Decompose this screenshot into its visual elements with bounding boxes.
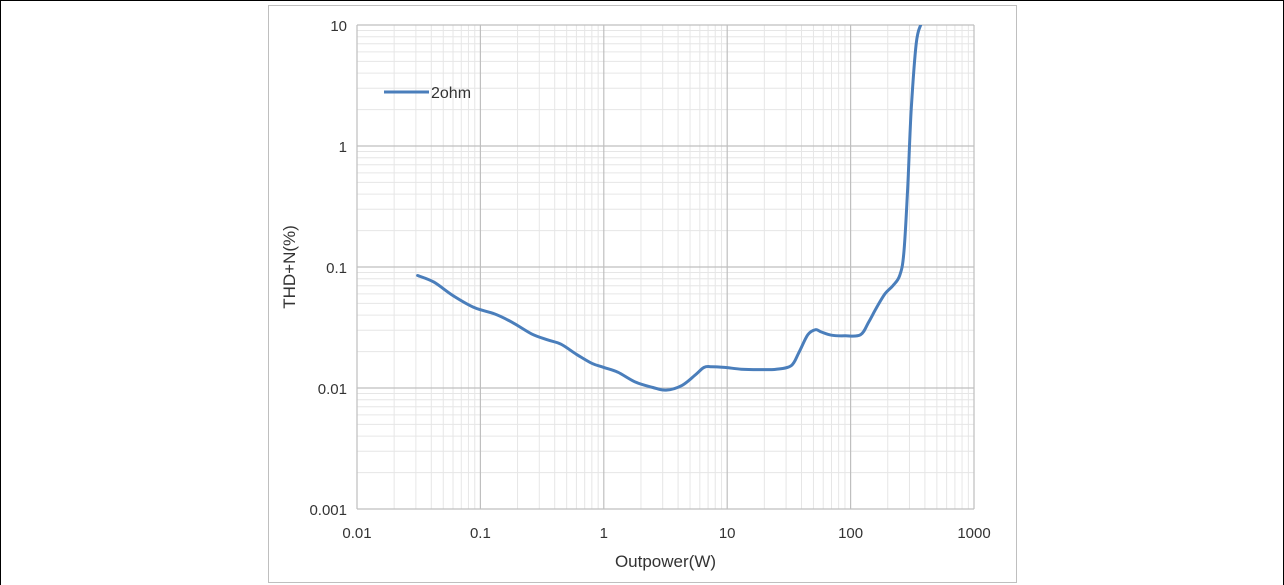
series-line-2ohm (416, 25, 923, 392)
x-tick-label: 0.01 (342, 525, 371, 542)
x-axis-title: Outpower(W) (615, 552, 716, 571)
x-tick-label: 10 (719, 525, 736, 542)
y-tick-label: 0.001 (309, 502, 347, 519)
x-tick-label: 100 (838, 525, 863, 542)
y-tick-label: 0.1 (326, 260, 347, 277)
x-tick-label: 0.1 (470, 525, 491, 542)
y-tick-label: 10 (330, 18, 347, 35)
y-tick-label: 1 (339, 139, 347, 156)
y-axis-title: THD+N(%) (280, 225, 299, 309)
legend-label-2ohm: 2ohm (431, 85, 471, 102)
thd-vs-power-chart: 0.01 0.1 1 10 100 10000.0010.010.1110Outpower… (280, 18, 991, 571)
chart-area: 0.01 0.1 1 10 100 1000 0.001 0.01 0.1 1 10 Outpower… (268, 5, 1017, 583)
y-tick-label: 0.01 (318, 381, 347, 398)
x-tick-label: 1000 (957, 525, 990, 542)
x-tick-label: 1 (600, 525, 608, 542)
